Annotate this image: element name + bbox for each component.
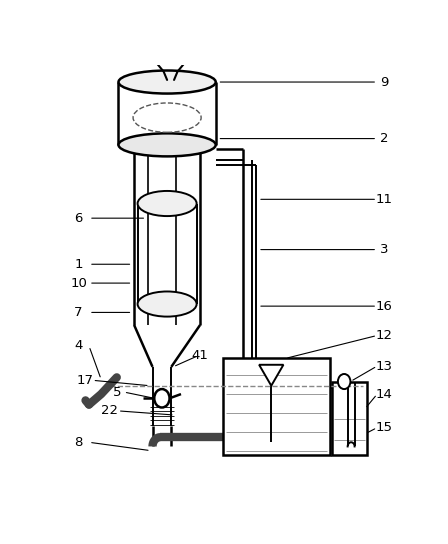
Polygon shape (259, 365, 284, 386)
Text: 9: 9 (380, 76, 388, 89)
Text: 15: 15 (375, 421, 392, 434)
Text: 1: 1 (74, 258, 83, 271)
Text: 41: 41 (192, 349, 208, 362)
Text: 7: 7 (74, 306, 83, 319)
Text: 3: 3 (380, 243, 388, 256)
Text: 2: 2 (380, 132, 388, 145)
Text: 13: 13 (375, 360, 392, 373)
Text: 10: 10 (70, 276, 87, 289)
Text: 5: 5 (112, 386, 121, 399)
Ellipse shape (138, 292, 197, 317)
Text: 14: 14 (376, 388, 392, 400)
Text: 12: 12 (375, 329, 392, 342)
Ellipse shape (118, 71, 216, 94)
Text: 8: 8 (74, 436, 83, 449)
Text: 4: 4 (74, 339, 83, 353)
Text: 17: 17 (76, 374, 93, 387)
Text: 22: 22 (101, 404, 118, 417)
Bar (223, 358, 330, 455)
Circle shape (154, 389, 169, 407)
Bar (332, 381, 367, 455)
Circle shape (338, 374, 350, 389)
Text: 16: 16 (376, 300, 392, 313)
Ellipse shape (118, 133, 216, 156)
Text: 11: 11 (375, 193, 392, 206)
Ellipse shape (138, 191, 197, 216)
Text: 6: 6 (74, 212, 83, 225)
